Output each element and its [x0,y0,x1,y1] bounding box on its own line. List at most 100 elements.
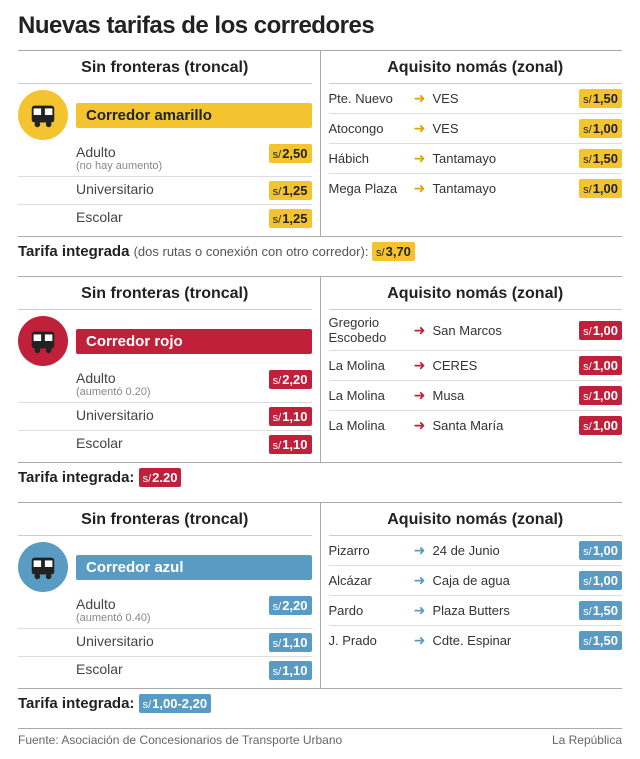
price-chip: s/1,00 [579,386,622,405]
route-from: Pardo [329,603,407,618]
bus-badge [18,542,68,592]
route-to: 24 de Junio [433,543,576,558]
fare-row: Adulto (aumentó 0.20) s/2,20 [18,366,312,403]
fare-row: Universitario s/1,25 [18,177,312,205]
route-row: J. Prado ➜ Cdte. Espinar s/1,50 [329,626,623,655]
zonal-column: Aquisito nomás (zonal) Pte. Nuevo ➜ VES … [321,51,623,236]
route-to: Tantamayo [433,181,576,196]
price-chip: s/1,00 [579,571,622,590]
route-from: Pizarro [329,543,407,558]
route-row: La Molina ➜ Santa María s/1,00 [329,411,623,440]
price-chip: s/1,50 [579,601,622,620]
route-from: La Molina [329,388,407,403]
fare-row: Adulto (no hay aumento) s/2,50 [18,140,312,177]
route-to: Plaza Butters [433,603,576,618]
route-to: Cdte. Espinar [433,633,576,648]
arrow-icon: ➜ [411,322,429,339]
troncal-header: Sin fronteras (troncal) [18,281,312,310]
route-to: San Marcos [433,323,576,338]
integrated-label: Tarifa integrada: [18,469,134,486]
route-from: Alcázar [329,573,407,588]
fare-sub: (aumentó 0.40) [76,612,263,624]
price-chip: s/1,25 [269,209,312,228]
arrow-icon: ➜ [411,542,429,559]
route-to: VES [433,91,576,106]
arrow-icon: ➜ [411,387,429,404]
fare-sub: (no hay aumento) [76,160,263,172]
price-chip: s/1,00 [579,356,622,375]
route-row: Mega Plaza ➜ Tantamayo s/1,00 [329,174,623,203]
price-chip: s/1,50 [579,631,622,650]
route-row: Gregorio Escobedo ➜ San Marcos s/1,00 [329,310,623,351]
route-from: J. Prado [329,633,407,648]
route-from: Atocongo [329,121,407,136]
fare-row: Universitario s/1,10 [18,403,312,431]
route-to: Caja de agua [433,573,576,588]
fare-sub: (aumentó 0.20) [76,386,263,398]
price-chip: s/1,00 [579,179,622,198]
fare-row: Escolar s/1,25 [18,205,312,232]
route-row: La Molina ➜ Musa s/1,00 [329,381,623,411]
fare-label: Escolar [76,209,263,225]
route-from: Gregorio Escobedo [329,315,407,345]
route-row: Hábich ➜ Tantamayo s/1,50 [329,144,623,174]
price-chip: s/1,50 [579,89,622,108]
fare-row: Escolar s/1,10 [18,431,312,458]
route-from: Hábich [329,151,407,166]
bus-badge [18,90,68,140]
fare-label: Escolar [76,435,263,451]
footer-brand: La República [552,733,622,747]
fare-label: Universitario [76,407,263,423]
fare-label: Escolar [76,661,263,677]
route-from: La Molina [329,418,407,433]
price-chip: s/1,10 [269,633,312,652]
price-chip: s/2,20 [269,596,312,615]
arrow-icon: ➜ [411,180,429,197]
footer-source: Fuente: Asociación de Concesionarios de … [18,733,342,747]
arrow-icon: ➜ [411,417,429,434]
corridor-name: Corredor amarillo [76,103,312,128]
route-row: Pardo ➜ Plaza Butters s/1,50 [329,596,623,626]
zonal-header: Aquisito nomás (zonal) [329,55,623,84]
corridor-name: Corredor azul [76,555,312,580]
route-to: Santa María [433,418,576,433]
corridor-block-yellow: Sin fronteras (troncal) Corredor amarill… [18,50,622,270]
price-chip: s/2,50 [269,144,312,163]
route-row: Alcázar ➜ Caja de agua s/1,00 [329,566,623,596]
bus-badge [18,316,68,366]
integrated-label: Tarifa integrada: [18,695,134,712]
corridor-name: Corredor rojo [76,329,312,354]
price-chip: s/2.20 [139,468,182,487]
integrated-row: Tarifa integrada: s/2.20 [18,462,622,496]
fare-label: Adulto (no hay aumento) [76,144,263,172]
fare-row: Adulto (aumentó 0.40) s/2,20 [18,592,312,629]
route-from: La Molina [329,358,407,373]
fare-label: Adulto (aumentó 0.40) [76,596,263,624]
price-chip: s/1,00 [579,541,622,560]
integrated-row: Tarifa integrada (dos rutas o conexión c… [18,236,622,270]
troncal-header: Sin fronteras (troncal) [18,55,312,84]
troncal-column: Sin fronteras (troncal) Corredor azul Ad… [18,503,321,688]
price-chip: s/1,25 [269,181,312,200]
main-title: Nuevas tarifas de los corredores [18,12,622,40]
price-chip: s/2,20 [269,370,312,389]
integrated-label: Tarifa integrada [18,243,129,260]
arrow-icon: ➜ [411,150,429,167]
troncal-column: Sin fronteras (troncal) Corredor rojo Ad… [18,277,321,462]
route-row: Pte. Nuevo ➜ VES s/1,50 [329,84,623,114]
price-chip: s/1,50 [579,149,622,168]
price-chip: s/3,70 [372,242,415,261]
arrow-icon: ➜ [411,90,429,107]
route-to: CERES [433,358,576,373]
bus-icon [28,552,58,582]
price-chip: s/1,00 [579,119,622,138]
price-chip: s/1,00 [579,321,622,340]
corridor-block-red: Sin fronteras (troncal) Corredor rojo Ad… [18,276,622,496]
price-chip: s/1,00 [579,416,622,435]
arrow-icon: ➜ [411,120,429,137]
route-to: VES [433,121,576,136]
troncal-column: Sin fronteras (troncal) Corredor amarill… [18,51,321,236]
route-row: La Molina ➜ CERES s/1,00 [329,351,623,381]
route-to: Tantamayo [433,151,576,166]
route-row: Atocongo ➜ VES s/1,00 [329,114,623,144]
